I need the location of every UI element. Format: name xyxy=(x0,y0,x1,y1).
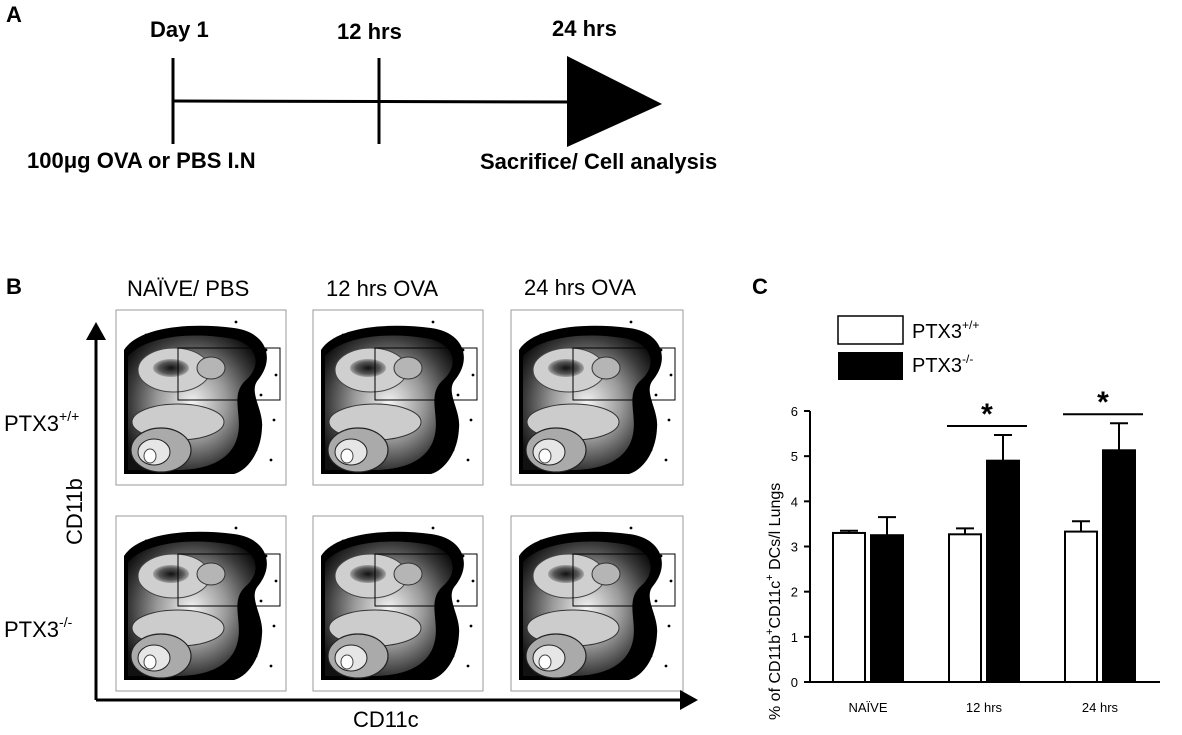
timeline-day1: Day 1 xyxy=(150,17,209,42)
legend-label-ko: PTX3-/- xyxy=(912,352,973,377)
flow-plot-ko-naive xyxy=(115,515,287,692)
legend-swatch-wt xyxy=(837,315,904,345)
chart-significance-label: * xyxy=(981,398,993,431)
timeline-24hrs: 24 hrs xyxy=(552,16,617,41)
chart-legend: PTX3+/+ PTX3-/- xyxy=(837,315,979,380)
chart-y-tick-label: 0 xyxy=(791,675,798,690)
chart-category-label: NAÏVE xyxy=(848,700,887,715)
flow-plot-ko-24hrs xyxy=(510,515,684,692)
flow-y-arrowhead xyxy=(86,322,106,340)
chart-bar xyxy=(1102,449,1136,684)
flow-x-arrowhead xyxy=(680,690,698,710)
flow-plot-wt-naive xyxy=(115,309,287,486)
flow-y-axis-title: CD11b xyxy=(62,478,87,545)
flow-x-axis-title: CD11c xyxy=(353,707,419,732)
chart-bar xyxy=(1064,530,1098,683)
chart-significance-label: * xyxy=(1097,386,1109,419)
flow-plot-wt-24hrs xyxy=(510,309,684,486)
timeline-arrowhead xyxy=(567,56,662,147)
chart-bar xyxy=(870,534,904,683)
chart-plot: 0 1 2 3 4 5 6 NAÏVE 12 hrs * 24 hrs * xyxy=(791,386,1160,715)
flow-plot-wt-12hrs xyxy=(312,309,484,486)
chart-y-tick-label: 4 xyxy=(791,494,798,509)
chart-y-tick-label: 6 xyxy=(791,404,798,419)
flow-column-24hrs: 24 hrs OVA xyxy=(524,275,636,300)
legend-label-wt: PTX3+/+ xyxy=(912,318,979,343)
chart-y-axis-title: % of CD11b+CD11c+ DCs/l Lungs xyxy=(764,483,784,720)
chart-bar xyxy=(986,459,1020,683)
panel-b: B NAÏVE/ PBS 12 hrs OVA 24 hrs OVA PTX3+… xyxy=(4,274,698,732)
panel-c-label: C xyxy=(752,274,768,299)
timeline-axis xyxy=(172,99,581,104)
chart-category-label: 12 hrs xyxy=(966,700,1003,715)
timeline-treatment: 100μg OVA or PBS I.N xyxy=(27,148,256,173)
panel-b-label: B xyxy=(6,274,22,299)
panel-a-label: A xyxy=(6,2,22,27)
chart-y-tick-label: 3 xyxy=(791,540,798,555)
chart-bar xyxy=(832,531,866,684)
flow-column-12hrs: 12 hrs OVA xyxy=(326,276,438,301)
chart-y-tick-label: 2 xyxy=(791,585,798,600)
chart-y-tick-label: 5 xyxy=(791,449,798,464)
timeline-outcome: Sacrifice/ Cell analysis xyxy=(480,149,717,174)
flow-row-wt-label: PTX3+/+ xyxy=(4,408,79,436)
chart-category-label: 24 hrs xyxy=(1082,700,1119,715)
flow-row-ko-label: PTX3-/- xyxy=(4,614,73,642)
legend-swatch-ko xyxy=(838,352,903,380)
chart-y-tick-label: 1 xyxy=(791,630,798,645)
flow-column-naive: NAÏVE/ PBS xyxy=(127,276,249,301)
panel-a: A Day 1 12 hrs 24 hrs 100μg OVA or PBS I… xyxy=(6,2,717,174)
chart-bar xyxy=(948,533,982,683)
panel-c: C PTX3+/+ PTX3-/- % of CD11b+CD11c+ DCs/… xyxy=(752,274,1160,720)
timeline-12hrs: 12 hrs xyxy=(337,19,402,44)
flow-plot-ko-12hrs xyxy=(312,515,484,692)
